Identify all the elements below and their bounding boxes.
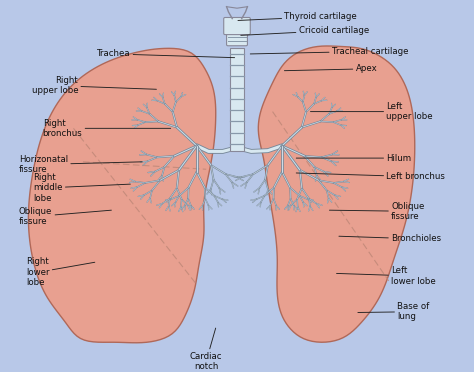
Text: Right
lower
lobe: Right lower lobe <box>26 257 95 287</box>
Text: Trachea: Trachea <box>97 49 235 58</box>
Text: Hilum: Hilum <box>296 154 411 163</box>
Text: Oblique
fissure: Oblique fissure <box>19 207 111 226</box>
Text: Right
middle
lobe: Right middle lobe <box>33 173 130 203</box>
Text: Horizonatal
fissure: Horizonatal fissure <box>19 155 142 174</box>
Text: Cardiac
notch: Cardiac notch <box>190 328 222 371</box>
FancyBboxPatch shape <box>230 48 244 151</box>
Text: Base of
lung: Base of lung <box>358 302 429 321</box>
Text: Tracheal cartilage: Tracheal cartilage <box>250 47 408 56</box>
Text: Thyroid cartilage: Thyroid cartilage <box>238 12 357 21</box>
Polygon shape <box>28 48 216 343</box>
Text: Right
upper lobe: Right upper lobe <box>32 76 156 95</box>
Text: Bronchioles: Bronchioles <box>339 234 441 243</box>
Text: Left bronchus: Left bronchus <box>296 172 445 181</box>
Text: Apex: Apex <box>284 64 377 73</box>
Text: Cricoid cartilage: Cricoid cartilage <box>241 26 369 35</box>
FancyBboxPatch shape <box>227 32 247 46</box>
Text: Left
lower lobe: Left lower lobe <box>337 266 436 286</box>
Text: Right
bronchus: Right bronchus <box>43 119 171 138</box>
Polygon shape <box>258 46 415 342</box>
FancyBboxPatch shape <box>224 17 250 35</box>
Text: Left
upper lobe: Left upper lobe <box>310 102 433 121</box>
Text: Oblique
fissure: Oblique fissure <box>329 202 424 221</box>
